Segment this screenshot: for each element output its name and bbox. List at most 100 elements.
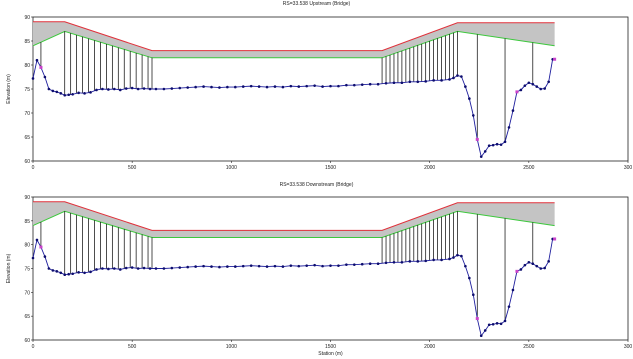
ground-point [337, 84, 340, 88]
ground-point [472, 293, 475, 297]
ground-point [89, 91, 92, 94]
bank-station-marker [39, 65, 43, 69]
ground-point [305, 84, 309, 88]
ground-point [539, 267, 543, 270]
ground-point [376, 82, 380, 86]
ground-point [353, 263, 356, 266]
ground-point [487, 323, 491, 327]
ground-point [305, 264, 309, 267]
ground-point [460, 75, 463, 78]
ground-point [543, 87, 546, 90]
ground-point [448, 78, 451, 81]
ground-point [531, 82, 535, 86]
ground-point [265, 85, 269, 89]
ground-point [495, 142, 499, 146]
ground-point [77, 91, 80, 95]
y-tick-label: 85 [24, 39, 30, 45]
ground-point [273, 264, 277, 268]
x-tick-label: 2000 [424, 165, 435, 171]
x-tick-label: 0 [32, 344, 35, 350]
ground-point [535, 85, 539, 88]
ground-point [31, 77, 35, 80]
ground-point [456, 74, 459, 77]
ground-point [368, 262, 372, 266]
ground-point [257, 85, 261, 88]
ground-point [511, 288, 515, 292]
x-tick-label: 300 [624, 165, 633, 171]
ground-point [400, 261, 404, 264]
ground-point [194, 85, 197, 89]
ground-point [281, 265, 285, 268]
ground-line [32, 58, 555, 158]
bank-station-marker [553, 57, 557, 61]
ground-point [289, 84, 293, 88]
ground-point [523, 84, 527, 87]
ground-point [162, 267, 166, 270]
ground-point [547, 80, 550, 84]
chart-panel-downstream: RS=33.538 Downstream (Bridge) Elevation … [0, 180, 633, 359]
x-tick-label: 1500 [325, 344, 336, 350]
bridge-deck [33, 21, 555, 58]
ground-point [495, 322, 499, 325]
ground-point [523, 263, 527, 267]
chart-panel-upstream: RS=33.538 Upstream (Bridge) Elevation (m… [0, 0, 633, 178]
ground-point [178, 266, 182, 269]
ground-point [142, 266, 146, 270]
ground-point [503, 319, 507, 323]
ground-point [503, 140, 507, 144]
ground-point [67, 93, 70, 97]
y-axis-label: Elevation (m) [6, 74, 12, 104]
ground-point [162, 87, 166, 91]
chart-downstream: Elevation (m) 60 65 70 75 80 85 90 0 500 1000 1500 2… [6, 195, 632, 357]
ground-point [130, 86, 134, 90]
ground-point [432, 258, 435, 262]
ground-point [345, 263, 348, 266]
ground-point [148, 87, 152, 91]
bank-station-marker [553, 237, 557, 241]
ground-point [297, 264, 301, 268]
ground-point [67, 272, 70, 276]
ground-point [59, 271, 63, 275]
ground-point [35, 58, 39, 62]
ground-point [313, 84, 316, 87]
ground-point [101, 267, 104, 270]
ground-point [408, 80, 412, 84]
ground-point [63, 273, 67, 276]
ground-point [531, 262, 535, 266]
ground-point [124, 87, 128, 90]
y-tick-label: 75 [24, 87, 30, 93]
bank-station-marker [475, 137, 479, 141]
ground-point [273, 85, 277, 88]
ground-point [468, 276, 471, 280]
chart-title: RS=33.538 Downstream (Bridge) [279, 182, 354, 188]
bank-station-marker [515, 269, 519, 273]
bank-station-marker [515, 90, 519, 94]
deck-low-chord [32, 30, 555, 59]
deck-high-chord [33, 201, 555, 231]
ground-point [368, 82, 372, 86]
ground-point [130, 266, 134, 269]
ground-point [539, 87, 543, 91]
ground-point [472, 114, 475, 117]
bank-station-marker [39, 245, 43, 249]
ground-point [499, 322, 503, 326]
ground-point [257, 264, 261, 268]
ground-point [118, 268, 122, 271]
ground-point [543, 266, 546, 270]
ground-point [424, 80, 428, 83]
ground-point [124, 266, 128, 270]
ground-point [218, 86, 221, 89]
x-tick-label: 2000 [424, 344, 435, 350]
ground-point [186, 265, 189, 269]
y-tick-label: 70 [24, 290, 30, 296]
ground-point [297, 85, 301, 88]
ground-point [321, 264, 324, 268]
ground-point [392, 81, 396, 85]
ground-point [281, 85, 285, 89]
ground-point [55, 90, 59, 94]
y-tick-label: 80 [24, 243, 30, 249]
ground-point [71, 272, 74, 276]
ground-point [460, 254, 463, 258]
y-tick-label: 60 [24, 338, 30, 344]
ground-point [456, 253, 459, 257]
